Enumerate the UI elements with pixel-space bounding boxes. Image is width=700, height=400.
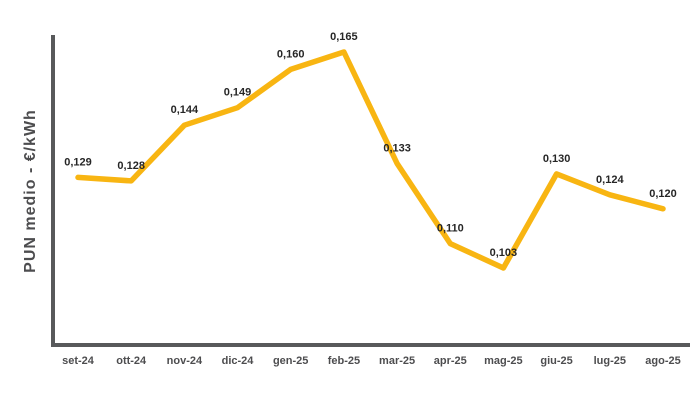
data-label-layer: 0,129 0,128 0,144 0,149 0,160 0,165 0,133 0,110…	[64, 31, 677, 259]
x-tick-label: giu-25	[540, 355, 572, 367]
x-tick-label: dic-24	[222, 355, 255, 367]
x-tick-label: lug-25	[594, 355, 626, 367]
x-tick-label: set-24	[62, 355, 95, 367]
x-tick-label: gen-25	[273, 355, 308, 367]
pun-series-line	[75, 49, 666, 271]
x-tick-label: mag-25	[484, 355, 523, 367]
x-axis-tick-layer: set-24 ott-24 nov-24 dic-24 gen-25 feb-25 mar-…	[62, 355, 681, 367]
data-label: 0,128	[117, 160, 145, 172]
data-label: 0,120	[649, 188, 677, 200]
x-tick-label: apr-25	[434, 355, 467, 367]
series-layer	[75, 49, 666, 271]
data-label: 0,110	[437, 223, 464, 235]
data-label: 0,129	[64, 156, 92, 168]
data-label: 0,103	[490, 247, 518, 259]
data-label: 0,160	[277, 48, 305, 60]
data-label: 0,130	[543, 153, 571, 165]
data-label: 0,124	[596, 174, 624, 186]
data-label: 0,133	[383, 143, 411, 155]
x-tick-label: mar-25	[379, 355, 415, 367]
data-label: 0,149	[224, 87, 252, 99]
x-tick-label: nov-24	[167, 355, 203, 367]
data-label: 0,144	[171, 104, 199, 116]
data-label: 0,165	[330, 31, 358, 43]
x-tick-label: ago-25	[645, 355, 680, 367]
x-tick-label: ott-24	[116, 355, 147, 367]
y-axis-title: PUN medio - €/kWh	[22, 109, 39, 273]
x-tick-label: feb-25	[328, 355, 360, 367]
